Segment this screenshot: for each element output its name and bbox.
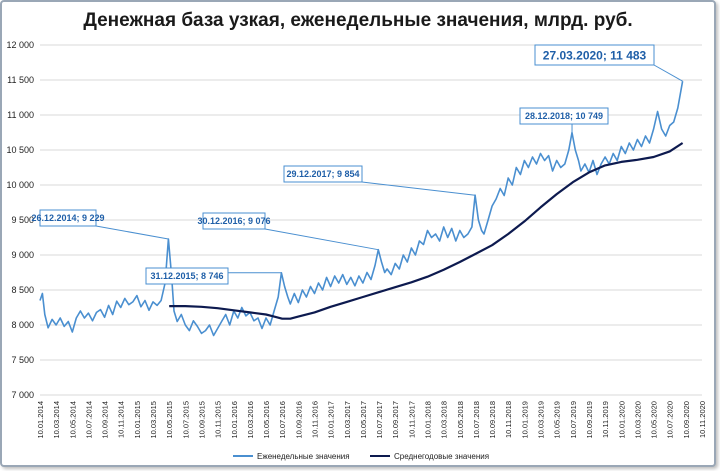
legend: Еженедельные значения Среднегодовые знач… bbox=[233, 452, 489, 461]
y-tick-label: 9 000 bbox=[11, 250, 34, 260]
x-tick-label: 10.09.2019 bbox=[585, 401, 594, 439]
x-tick-label: 10.11.2017 bbox=[407, 401, 416, 438]
annotation-label: 31.12.2015; 8 746 bbox=[150, 271, 223, 281]
x-tick-label: 10.01.2014 bbox=[36, 401, 45, 439]
series-line-weekly bbox=[39, 81, 684, 337]
x-tick-label: 10.01.2016 bbox=[230, 401, 239, 439]
y-tick-label: 11 000 bbox=[7, 110, 34, 120]
annotation-leader bbox=[264, 228, 379, 251]
x-tick-label: 10.11.2020 bbox=[698, 401, 707, 438]
x-tick-label: 10.01.2019 bbox=[520, 401, 529, 439]
x-tick-label: 10.09.2017 bbox=[391, 401, 400, 439]
gridlines bbox=[40, 44, 702, 396]
series-line-annual-average bbox=[169, 142, 684, 320]
x-tick-label: 10.07.2019 bbox=[569, 401, 578, 439]
annotation-leader bbox=[95, 225, 169, 240]
x-tick-label: 10.05.2014 bbox=[68, 401, 77, 439]
x-tick-label: 10.05.2015 bbox=[165, 401, 174, 439]
x-tick-label: 10.01.2017 bbox=[327, 401, 336, 439]
x-tick-label: 10.01.2018 bbox=[424, 401, 433, 439]
x-tick-label: 10.05.2020 bbox=[650, 401, 659, 439]
x-tick-label: 10.03.2019 bbox=[537, 401, 546, 439]
x-tick-label: 10.09.2014 bbox=[101, 401, 110, 439]
x-tick-label: 10.05.2019 bbox=[553, 401, 562, 439]
chart-title: Денежная база узкая, еженедельные значен… bbox=[83, 10, 633, 31]
y-tick-label: 11 500 bbox=[7, 75, 34, 85]
legend-label-annual: Среднегодовые значения bbox=[394, 452, 489, 461]
x-tick-label: 10.03.2016 bbox=[246, 401, 255, 439]
annotation-label: 29.12.2017; 9 854 bbox=[286, 169, 359, 179]
x-tick-label: 10.03.2017 bbox=[343, 401, 352, 439]
annotation-box bbox=[39, 209, 97, 227]
y-tick-label: 8 000 bbox=[11, 320, 34, 330]
x-tick-label: 10.09.2020 bbox=[682, 401, 691, 439]
annotation-box bbox=[534, 44, 655, 66]
annotation-label: 27.03.2020; 11 483 bbox=[543, 49, 647, 63]
series-lines bbox=[39, 81, 684, 337]
x-tick-label: 10.03.2014 bbox=[52, 401, 61, 439]
annotation-box bbox=[202, 212, 266, 230]
annotation-box bbox=[145, 267, 229, 285]
x-tick-label: 10.09.2018 bbox=[488, 401, 497, 439]
x-tick-label: 10.07.2018 bbox=[472, 401, 481, 439]
x-tick-label: 10.07.2014 bbox=[84, 401, 93, 439]
x-tick-label: 10.01.2020 bbox=[617, 401, 626, 439]
x-tick-label: 10.03.2020 bbox=[633, 401, 642, 439]
annotation-label: 30.12.2016; 9 076 bbox=[197, 216, 270, 226]
x-tick-label: 10.07.2015 bbox=[181, 401, 190, 439]
y-tick-label: 7 500 bbox=[11, 355, 34, 365]
x-tick-label: 10.07.2020 bbox=[666, 401, 675, 439]
y-axis-ticks: 7 000 7 500 8 000 8 500 9 000 9 500 10 000 10 5… bbox=[6, 40, 34, 400]
annotation-leader bbox=[361, 181, 476, 196]
annotation-box bbox=[283, 165, 363, 183]
x-tick-label: 10.07.2017 bbox=[375, 401, 384, 439]
x-tick-label: 10.05.2017 bbox=[359, 401, 368, 439]
y-tick-label: 9 500 bbox=[11, 215, 34, 225]
annotation-label: 28.12.2018; 10 749 bbox=[525, 111, 603, 121]
annotation-label: 26.12.2014; 9 229 bbox=[31, 213, 104, 223]
annotations: 26.12.2014; 9 229 31.12.2015; 8 746 30.12.… bbox=[31, 44, 683, 285]
x-tick-label: 10.11.2015 bbox=[214, 401, 223, 438]
legend-label-weekly: Еженедельные значения bbox=[257, 452, 350, 461]
x-tick-label: 10.07.2016 bbox=[278, 401, 287, 439]
y-tick-label: 8 500 bbox=[11, 285, 34, 295]
x-tick-label: 10.09.2016 bbox=[294, 401, 303, 439]
x-tick-label: 10.03.2018 bbox=[440, 401, 449, 439]
x-tick-label: 10.05.2016 bbox=[262, 401, 271, 439]
x-tick-label: 10.05.2018 bbox=[456, 401, 465, 439]
y-tick-label: 12 000 bbox=[6, 40, 34, 50]
annotation-box bbox=[519, 107, 609, 125]
y-tick-label: 7 000 bbox=[11, 390, 34, 400]
x-axis-ticks: 10.01.2014 10.03.2014 10.05.2014 10.07.2014… bbox=[36, 401, 707, 439]
x-tick-label: 10.11.2019 bbox=[601, 401, 610, 438]
x-tick-label: 10.01.2015 bbox=[133, 401, 142, 439]
x-tick-label: 10.11.2016 bbox=[310, 401, 319, 438]
x-tick-label: 10.09.2015 bbox=[197, 401, 206, 439]
x-tick-label: 10.11.2018 bbox=[504, 401, 513, 438]
y-tick-label: 10 500 bbox=[6, 145, 34, 155]
y-tick-label: 10 000 bbox=[6, 180, 34, 190]
x-tick-label: 10.03.2015 bbox=[149, 401, 158, 439]
x-tick-label: 10.11.2014 bbox=[117, 401, 126, 438]
annotation-leader bbox=[653, 64, 683, 82]
